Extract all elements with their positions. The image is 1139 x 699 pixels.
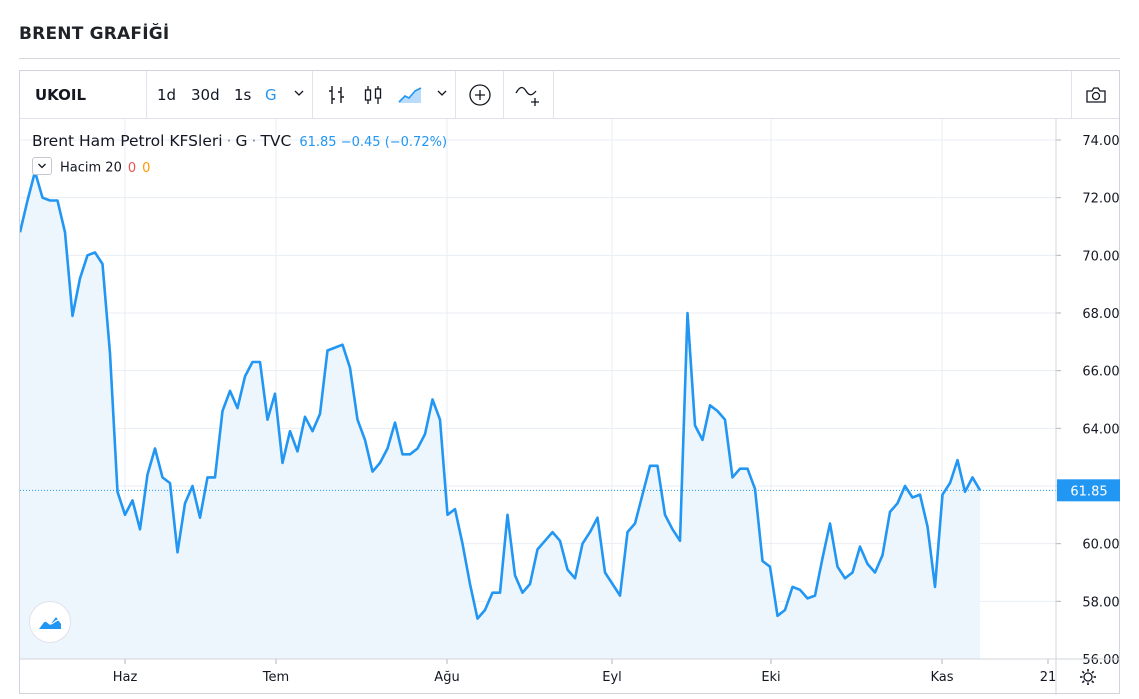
last-price-label: 61.85 — [1070, 484, 1107, 499]
tradingview-logo-icon — [37, 617, 63, 629]
last-price-badge — [1057, 479, 1120, 502]
price-chart[interactable]: 74.0072.0070.0068.0066.0064.0062.0060.00… — [18, 119, 1120, 695]
legend-interval: G — [235, 132, 248, 150]
interval-chevron-down-icon[interactable] — [294, 88, 304, 98]
legend-symbol-name: Brent Ham Petrol KFSleri — [32, 132, 223, 150]
y-tick-label: 66.00 — [1082, 365, 1119, 380]
tradingview-logo-button[interactable] — [29, 601, 71, 643]
area-style-icon[interactable] — [397, 83, 423, 107]
interval-1d[interactable]: 1d — [157, 86, 177, 104]
x-tick-label: Kas — [930, 670, 953, 685]
snapshot-segment — [1071, 71, 1120, 118]
settings-gear-icon[interactable] — [1080, 669, 1096, 685]
volume-legend: Hacim 20 0 0 — [32, 157, 151, 177]
volume-label: Hacim 20 — [60, 160, 122, 176]
compare-segment — [456, 71, 504, 118]
chart-widget: UKOIL 1d 30d 1s G — [18, 70, 1120, 695]
legend-last-price: 61.85 — [299, 135, 337, 150]
x-tick-label: Eyl — [602, 670, 622, 685]
x-tick-label: Ağu — [434, 670, 459, 685]
legend-change: −0.45 — [340, 135, 381, 150]
x-tick-label: Eki — [761, 670, 780, 685]
price-area-fill — [20, 171, 980, 659]
interval-segment: 1d 30d 1s G — [147, 71, 313, 118]
chart-style-chevron-down-icon[interactable] — [437, 88, 447, 98]
y-tick-label: 56.00 — [1082, 653, 1119, 668]
indicators-segment — [504, 71, 554, 118]
y-tick-label: 68.00 — [1082, 307, 1119, 322]
x-tick-label: Haz — [113, 670, 138, 685]
chart-type-segment — [313, 71, 456, 118]
x-tick-label: Tem — [262, 670, 289, 685]
x-tick-label: 21 — [1040, 670, 1057, 685]
y-tick-label: 60.00 — [1082, 538, 1119, 553]
y-tick-label: 74.00 — [1082, 134, 1119, 149]
chevron-down-icon — [38, 163, 46, 169]
y-tick-label: 72.00 — [1082, 192, 1119, 207]
chart-legend: Brent Ham Petrol KFSleri · G · TVC 61.85 −0.4… — [32, 132, 447, 150]
legend-change-percent: (−0.72%) — [384, 135, 448, 150]
bar-chart-style-icon[interactable] — [325, 83, 349, 107]
camera-icon[interactable] — [1084, 83, 1108, 107]
chart-toolbar: UKOIL 1d 30d 1s G — [20, 71, 1119, 119]
interval-g[interactable]: G — [265, 86, 277, 104]
page-title: BRENT GRAFİĞİ — [19, 24, 170, 44]
y-tick-label: 58.00 — [1082, 595, 1119, 610]
candlestick-style-icon[interactable] — [361, 83, 385, 107]
legend-separator: · — [226, 132, 232, 150]
title-divider — [19, 58, 1120, 59]
volume-value-1: 0 — [127, 160, 137, 176]
y-tick-label: 70.00 — [1082, 249, 1119, 264]
legend-source: TVC — [260, 132, 292, 150]
volume-value-2: 0 — [142, 160, 151, 176]
symbol-search-segment[interactable]: UKOIL — [20, 71, 147, 118]
y-tick-label: 64.00 — [1082, 422, 1119, 437]
price-series-line — [18, 170, 982, 620]
legend-separator: · — [251, 132, 257, 150]
symbol-label[interactable]: UKOIL — [35, 86, 87, 104]
indicators-icon[interactable] — [514, 83, 542, 107]
chart-area[interactable]: 74.0072.0070.0068.0066.0064.0062.0060.00… — [18, 119, 1120, 695]
add-compare-icon[interactable] — [468, 83, 492, 107]
legend-collapse-toggle[interactable] — [32, 157, 52, 175]
interval-1s[interactable]: 1s — [234, 86, 252, 104]
interval-30d[interactable]: 30d — [191, 86, 220, 104]
